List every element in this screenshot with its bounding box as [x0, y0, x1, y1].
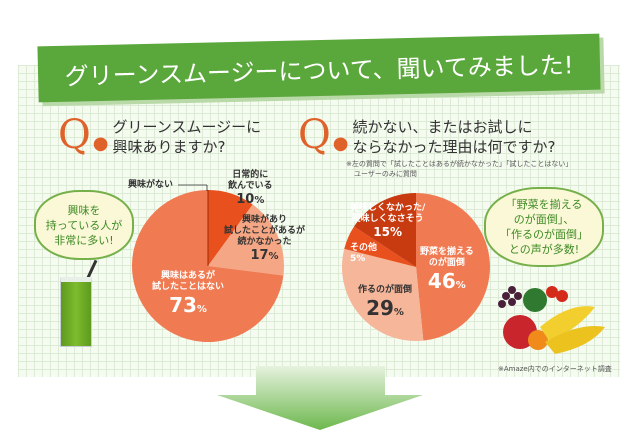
label-making: 作るのが面倒 29%: [358, 285, 413, 320]
q-mark: Q: [58, 112, 91, 158]
q2-note-line2: ユーザーのみに質問: [354, 170, 417, 178]
q1-line2: 興味ありますか?: [112, 138, 226, 156]
speech-cloud-left: 興味を 持っている人が 非常に多い!: [34, 190, 134, 260]
label-daily: 日常的に 飲んでいる 10%: [228, 170, 273, 207]
down-arrow-icon: [217, 366, 423, 430]
q2-line1: 続かない、またはお試しに: [352, 118, 533, 136]
label-not-tried: 興味はあるが 試したことはない 73%: [152, 271, 225, 317]
question-2: Q ● 続かない、またはお試しにならなかった理由は何ですか?: [298, 115, 555, 157]
q1-line1: グリーンスムージーに: [112, 118, 262, 136]
q2-note-line1: ※左の質問で「試したことはあるが続かなかった」「試したことはない」: [346, 160, 573, 168]
pie-chart-interest: [132, 190, 284, 343]
question-1: Q ● グリーンスムージーに 興味ありますか?: [58, 115, 261, 157]
pie-slice-0: [416, 193, 491, 341]
q-dot: ●: [332, 133, 349, 154]
pie-slice-1: [208, 190, 253, 266]
fruits-icon: [498, 286, 605, 354]
pie-slice-2: [344, 226, 416, 267]
q-mark: Q: [298, 112, 331, 158]
q-dot: ●: [92, 133, 109, 154]
survey-note: ※Amaze内でのインターネット調査: [498, 365, 612, 373]
q2-line2: ならなかった理由は何ですか?: [352, 138, 556, 156]
q2-note: ※左の質問で「試したことはあるが続かなかった」「試したことはない」ユーザーのみに…: [346, 159, 572, 179]
pie-slice-1: [342, 248, 424, 341]
label-other: その他 5%: [350, 243, 378, 264]
label-taste: 美味しくなかった/美味しくなさそう 15%: [350, 203, 426, 239]
green-smoothie-glass-icon: [60, 277, 92, 347]
label-no-interest: 興味がない: [128, 180, 174, 190]
label-tried-quit: 興味があり 試したことがあるが 続かなかった 17%: [224, 215, 306, 263]
pie-slice-2: [208, 204, 284, 276]
pie-chart-reasons: [342, 193, 491, 341]
label-vegetables: 野菜を揃える のが面倒 46%: [420, 247, 474, 293]
speech-cloud-right: 「野菜を揃える のが面倒」、 「作るのが面倒」 との声が多数!: [484, 187, 604, 267]
pie-slice-3: [354, 193, 416, 267]
